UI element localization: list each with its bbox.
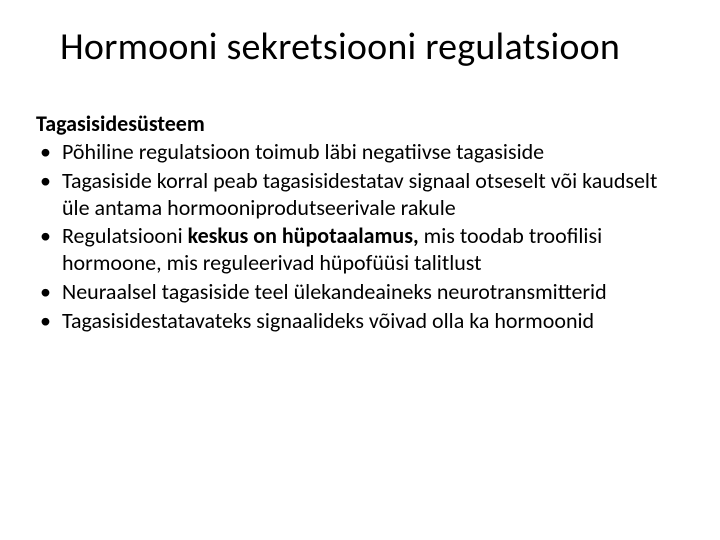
bullet-text: Põhiline regulatsioon toimub läbi negati… bbox=[62, 138, 544, 165]
bullet-text: Regulatsiooni bbox=[62, 222, 188, 249]
bullet-text: Neuraalsel tagasiside teel ülekandeainek… bbox=[62, 278, 607, 305]
bullet-bold: keskus on hüpotaalamus, bbox=[188, 222, 419, 249]
slide-title: Hormooni sekretsiooni regulatsioon bbox=[60, 24, 684, 70]
list-item: Regulatsiooni keskus on hüpotaalamus, mi… bbox=[36, 223, 684, 277]
slide: Hormooni sekretsiooni regulatsioon Tagas… bbox=[0, 0, 720, 540]
bullet-list: Põhiline regulatsioon toimub läbi negati… bbox=[36, 139, 684, 335]
bullet-text: Tagasiside korral peab tagasisidestatav … bbox=[62, 167, 657, 221]
subheading: Tagasisidesüsteem bbox=[36, 110, 684, 137]
list-item: Tagasisidestatavateks signaalideks võiva… bbox=[36, 308, 684, 335]
list-item: Põhiline regulatsioon toimub läbi negati… bbox=[36, 139, 684, 166]
list-item: Tagasiside korral peab tagasisidestatav … bbox=[36, 168, 684, 222]
list-item: Neuraalsel tagasiside teel ülekandeainek… bbox=[36, 279, 684, 306]
bullet-text: Tagasisidestatavateks signaalideks võiva… bbox=[62, 307, 594, 334]
